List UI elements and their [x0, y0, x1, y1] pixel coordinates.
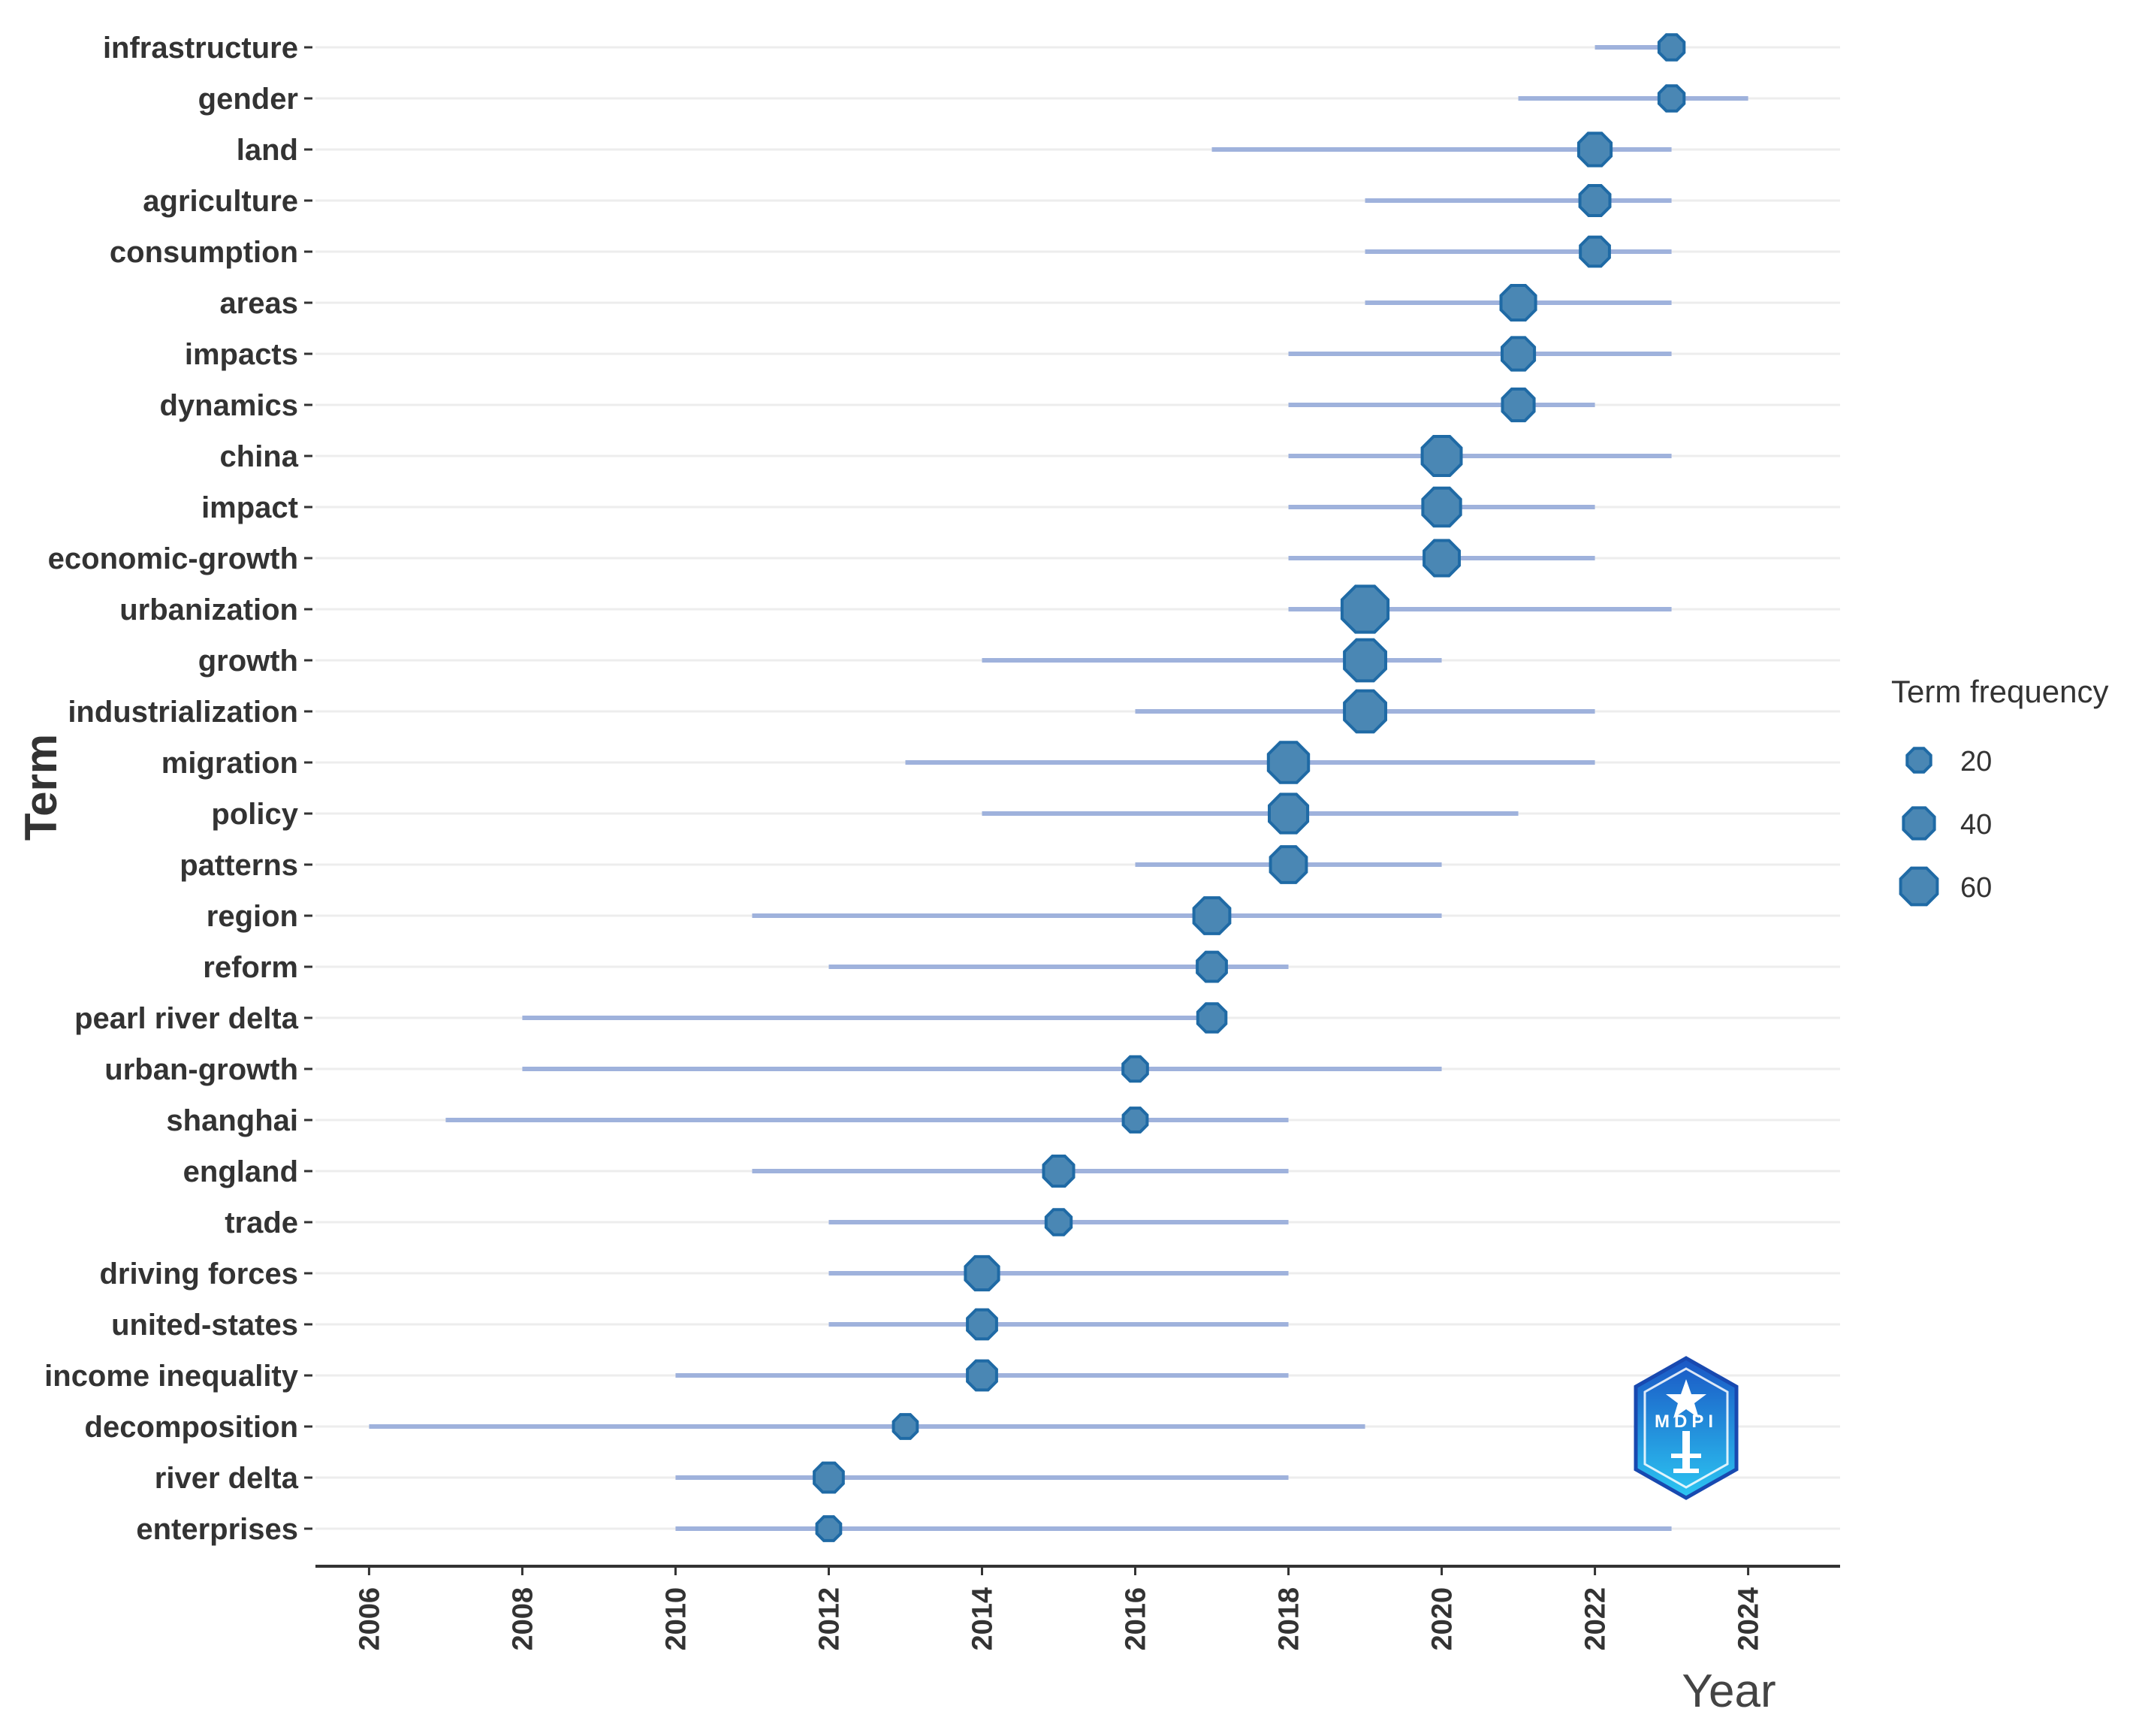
term-label-agriculture: agriculture: [143, 185, 298, 218]
term-label-consumption: consumption: [110, 236, 298, 269]
point-impact: [1421, 486, 1462, 528]
term-label-driving-forces: driving forces: [99, 1257, 298, 1291]
logo-star-icon: [1666, 1379, 1706, 1418]
point-migration: [1266, 741, 1311, 784]
x-tick-label-2018: 2018: [1274, 1587, 1305, 1651]
point-gender: [1657, 84, 1686, 113]
term-label-growth: growth: [198, 645, 298, 678]
point-china: [1420, 435, 1463, 477]
legend-label-60: 60: [1960, 872, 1992, 904]
point-river-delta: [813, 1461, 845, 1494]
term-label-china: china: [220, 440, 299, 473]
x-tick-label-2024: 2024: [1733, 1587, 1765, 1651]
term-label-land: land: [237, 134, 298, 167]
point-united-states: [966, 1308, 998, 1341]
term-label-patterns: patterns: [180, 849, 298, 882]
x-axis: 2006 2008 2010 2012 2014 2016 2018 2020 2022 2024: [315, 1565, 1840, 1651]
term-label-migration: migration: [161, 747, 298, 780]
point-driving-forces: [964, 1254, 1000, 1292]
term-label-river-delta: river delta: [155, 1462, 299, 1495]
term-label-areas: areas: [219, 287, 298, 320]
x-tick-label-2020: 2020: [1427, 1587, 1459, 1651]
point-infrastructure: [1657, 33, 1686, 62]
point-areas: [1499, 284, 1537, 322]
point-income-inequality: [966, 1359, 998, 1392]
term-label-enterprises: enterprises: [136, 1513, 298, 1546]
point-impacts: [1501, 336, 1537, 372]
x-tick-label-2022: 2022: [1580, 1587, 1612, 1651]
logo-tower-icon: [1682, 1431, 1690, 1472]
term-label-policy: policy: [211, 798, 298, 831]
term-label-urbanization: urbanization: [119, 593, 298, 626]
legend-title: Term frequency: [1891, 674, 2108, 709]
point-trade: [1044, 1208, 1073, 1236]
term-label-shanghai: shanghai: [166, 1104, 298, 1137]
point-region: [1192, 896, 1232, 935]
x-tick-label-2010: 2010: [660, 1587, 692, 1651]
x-tick-label-2008: 2008: [507, 1587, 539, 1651]
point-pearl-river-delta: [1196, 1002, 1228, 1034]
term-label-england: england: [183, 1155, 298, 1188]
point-dynamics: [1501, 387, 1536, 423]
legend-label-40: 40: [1960, 809, 1992, 841]
legend: Term frequency 20 40 60: [1891, 674, 2108, 907]
legend-key-20: [1905, 747, 1932, 774]
point-urbanization: [1340, 584, 1390, 634]
publisher-logo: MDPI: [1634, 1356, 1739, 1500]
x-tick-label-2006: 2006: [354, 1587, 385, 1651]
term-label-infrastructure: infrastructure: [103, 32, 298, 65]
legend-key-40: [1902, 806, 1936, 841]
legend-label-20: 20: [1960, 746, 1992, 777]
legend-key-60: [1899, 866, 1939, 907]
term-label-united-states: united-states: [111, 1309, 298, 1342]
term-label-region: region: [207, 900, 298, 933]
segment-layer: [369, 45, 1748, 1531]
term-label-trade: trade: [225, 1206, 298, 1239]
term-label-pearl-river-delta: pearl river delta: [74, 1002, 299, 1035]
term-label-reform: reform: [203, 951, 298, 984]
x-tick-label-2012: 2012: [813, 1587, 845, 1651]
point-industrialization: [1343, 689, 1387, 734]
grid-layer: [315, 46, 1840, 1530]
term-label-impacts: impacts: [185, 338, 298, 371]
logo-tower-base-icon: [1671, 1454, 1701, 1458]
point-policy: [1268, 793, 1310, 835]
point-decomposition: [892, 1413, 919, 1440]
point-economic-growth: [1423, 539, 1461, 578]
logo-tower-foot-icon: [1673, 1469, 1699, 1473]
point-consumption: [1579, 235, 1611, 268]
point-shanghai: [1121, 1107, 1149, 1134]
term-label-impact: impact: [201, 491, 298, 524]
point-reform: [1196, 950, 1228, 983]
point-patterns: [1269, 845, 1308, 884]
term-label-urban-growth: urban-growth: [104, 1053, 298, 1086]
x-tick-label-2014: 2014: [967, 1587, 998, 1651]
y-axis-title: Term: [16, 734, 66, 841]
term-label-gender: gender: [198, 83, 298, 116]
term-label-industrialization: industrialization: [68, 696, 298, 729]
point-layer: [813, 33, 1686, 1542]
point-urban-growth: [1121, 1055, 1149, 1083]
point-enterprises: [815, 1515, 843, 1542]
term-labels: infrastructure gender land agriculture consu…: [44, 32, 312, 1546]
logo-text: MDPI: [1655, 1411, 1718, 1432]
point-growth: [1343, 638, 1387, 683]
point-agriculture: [1578, 184, 1612, 217]
term-label-decomposition: decomposition: [85, 1411, 298, 1444]
term-label-dynamics: dynamics: [159, 389, 298, 422]
x-axis-title: Year: [1682, 1665, 1775, 1717]
logo-hexagon-icon: [1634, 1356, 1739, 1500]
point-land: [1577, 131, 1613, 168]
term-label-income-inequality: income inequality: [44, 1360, 299, 1393]
term-label-economic-growth: economic-growth: [48, 542, 298, 575]
point-england: [1042, 1155, 1076, 1188]
logo-inner-hexagon-icon: [1643, 1367, 1729, 1489]
x-tick-label-2016: 2016: [1121, 1587, 1152, 1651]
